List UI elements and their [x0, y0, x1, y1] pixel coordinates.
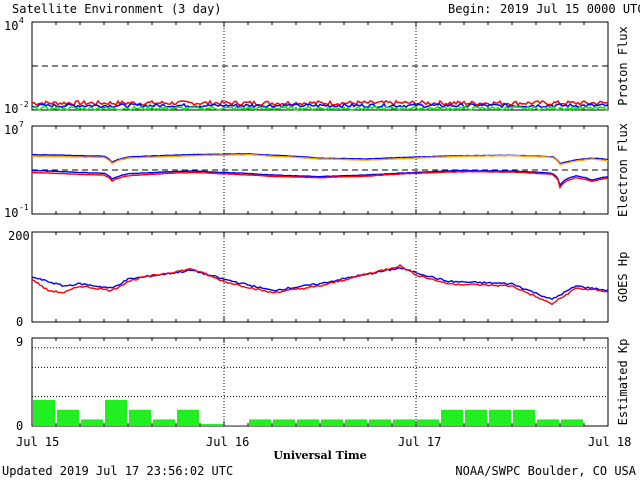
begin-label: Begin: — [448, 2, 491, 16]
proton-y-bottom-label: 10 -2 — [4, 100, 29, 116]
x-tick-jul17: Jul 17 — [398, 435, 441, 449]
goes-y-bottom-label: 0 — [16, 315, 23, 329]
data-layer — [31, 22, 609, 426]
plot-title: Satellite Environment (3 day) — [12, 2, 222, 16]
kp-bar — [369, 419, 391, 426]
kp-bar — [273, 419, 295, 426]
goes-hp-label: GOES Hp — [616, 252, 630, 303]
kp-bar — [225, 425, 247, 426]
svg-text:10: 10 — [4, 206, 18, 220]
estimated-kp-label: Estimated Kp — [616, 339, 630, 426]
kp-bar — [153, 419, 175, 426]
kp-bar — [561, 419, 583, 426]
x-tick-jul15: Jul 15 — [16, 435, 59, 449]
goes-y-top-label: 200 — [8, 229, 30, 243]
x-axis-label: Universal Time — [273, 449, 366, 462]
kp-bar — [57, 409, 79, 426]
goes-hp-series-0 — [31, 267, 609, 301]
kp-bar — [249, 419, 271, 426]
kp-bar — [417, 419, 439, 426]
proton-series-0 — [31, 99, 609, 107]
kp-bar — [465, 409, 487, 426]
kp-bar — [177, 409, 199, 426]
svg-text:10: 10 — [4, 19, 18, 33]
svg-text:4: 4 — [19, 16, 24, 25]
kp-bar — [345, 419, 367, 426]
kp-bar — [81, 419, 103, 426]
electron-y-bottom-label: 10 -1 — [4, 203, 29, 220]
x-tick-jul18: Jul 18 — [588, 435, 631, 449]
source-credit: NOAA/SWPC Boulder, CO USA — [455, 464, 636, 478]
svg-text:-2: -2 — [19, 100, 29, 109]
kp-bar — [321, 419, 343, 426]
electron-series-2 — [31, 169, 609, 187]
kp-y-bottom-label: 0 — [16, 419, 23, 433]
electron-y-top-label: 10 7 — [4, 120, 24, 137]
proton-flux-label: Proton Flux — [616, 26, 630, 105]
kp-bar — [201, 424, 223, 426]
proton-series-2 — [31, 105, 608, 112]
proton-y-top-label: 10 4 — [4, 16, 24, 33]
kp-bar — [537, 419, 559, 426]
kp-bar — [33, 399, 55, 426]
kp-bar — [513, 409, 535, 426]
begin-value: 2019 Jul 15 0000 UTC — [500, 2, 640, 16]
kp-bar — [297, 419, 319, 426]
proton-flux-panel — [31, 21, 609, 111]
kp-bar — [129, 409, 151, 426]
svg-text:-1: -1 — [19, 203, 29, 212]
kp-bar — [441, 409, 463, 426]
electron-flux-label: Electron Flux — [616, 123, 630, 217]
svg-text:7: 7 — [19, 120, 24, 129]
goes-hp-series-1 — [31, 264, 609, 306]
updated-timestamp: Updated 2019 Jul 17 23:56:02 UTC — [2, 464, 233, 478]
x-tick-jul16: Jul 16 — [206, 435, 249, 449]
svg-text:10: 10 — [4, 102, 18, 116]
kp-bar — [105, 399, 127, 426]
kp-bar — [489, 409, 511, 426]
electron-series-3 — [31, 170, 609, 190]
svg-text:10: 10 — [4, 123, 18, 137]
electron-series-1 — [31, 153, 609, 166]
goes-hp-panel — [31, 231, 609, 323]
kp-bar — [393, 419, 415, 426]
electron-flux-panel — [31, 125, 609, 215]
kp-y-top-label: 9 — [16, 335, 23, 349]
